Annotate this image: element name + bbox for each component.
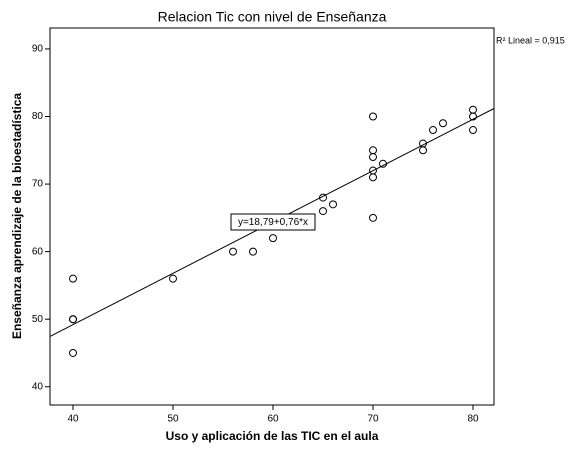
point — [69, 274, 77, 283]
point — [369, 173, 377, 182]
y-axis-label: Enseñanza aprendizaje de la bioestadísti… — [10, 93, 24, 339]
y-tick-label: 90 — [32, 44, 44, 55]
chart-title: Relacion Tic con nivel de Enseñanza — [158, 9, 387, 25]
annotation-box — [230, 213, 316, 231]
point — [319, 207, 327, 216]
y-tick-label: 70 — [32, 179, 44, 190]
point — [269, 234, 277, 243]
x-tick-label: 50 — [167, 414, 179, 425]
point — [369, 213, 377, 222]
x-axis-label: Uso y aplicación de las TIC en el aula — [166, 429, 379, 443]
x-tick-label: 80 — [467, 414, 479, 425]
y-tick-label: 40 — [32, 381, 44, 392]
x-tick-label: 40 — [67, 414, 79, 425]
r2-label: R² Lineal = 0,915 — [496, 35, 565, 45]
annotation: y=18,79+0,76*x — [238, 217, 308, 228]
y-tick-label: 80 — [32, 111, 44, 122]
point — [429, 126, 437, 135]
point — [319, 193, 327, 202]
x-tick-label: 60 — [267, 414, 279, 425]
y-tick-label: 60 — [32, 246, 44, 257]
point — [229, 247, 237, 256]
point — [69, 348, 77, 357]
point — [369, 153, 377, 162]
x-tick-label: 70 — [367, 414, 379, 425]
point — [469, 126, 477, 135]
point — [439, 119, 447, 128]
point — [419, 146, 427, 155]
point — [369, 112, 377, 121]
point — [379, 159, 387, 168]
point — [329, 200, 337, 209]
point — [69, 315, 77, 324]
point — [249, 247, 257, 256]
point — [469, 112, 477, 121]
point — [169, 274, 177, 283]
y-tick-label: 50 — [32, 314, 44, 325]
